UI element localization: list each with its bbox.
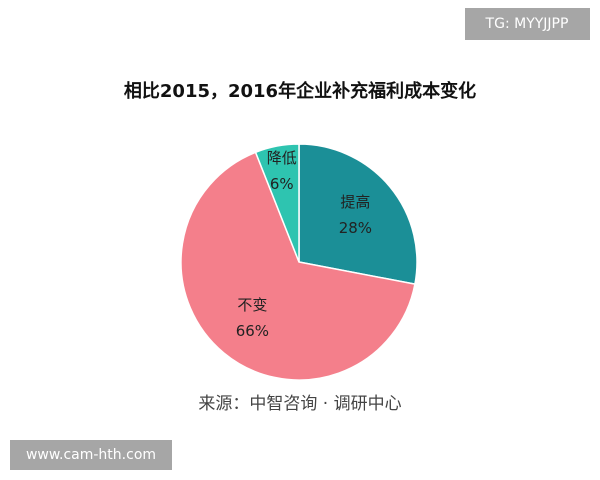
value-label: 28%	[339, 219, 372, 237]
slice-label: 降低	[267, 149, 297, 167]
watermark: www.cam-hth.com	[26, 447, 156, 463]
slice-label: 不变	[237, 296, 267, 314]
value-label: 66%	[236, 322, 269, 340]
pie: 提高 28% 不变 66% 降低 6%	[180, 143, 418, 381]
watermark-box	[465, 8, 590, 40]
watermark: TG: MYYJJPP	[485, 16, 569, 32]
pie-slice	[254, 143, 300, 263]
value-label: 6%	[270, 175, 294, 193]
slice-label: 提高	[340, 193, 370, 211]
pie-slice	[298, 143, 418, 285]
source: 来源：中智咨询 · 调研中心	[198, 394, 401, 414]
pie-slice	[180, 151, 416, 381]
chart-title: 相比2015，2016年企业补充福利成本变化	[124, 80, 476, 102]
watermark-box	[10, 440, 172, 470]
